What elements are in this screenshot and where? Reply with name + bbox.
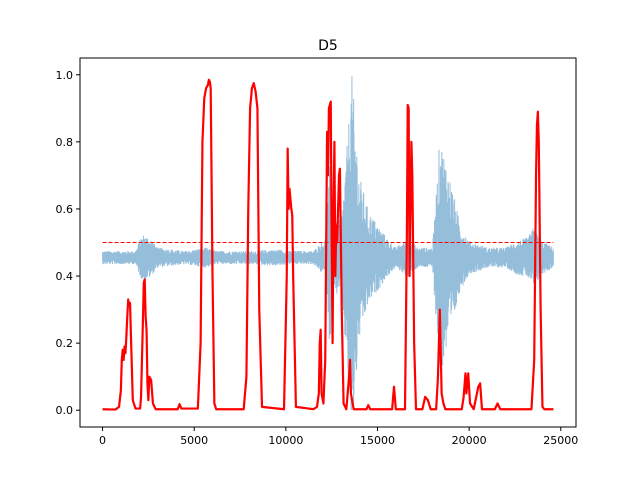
probability-line (102, 78, 554, 411)
chart-title: D5 (318, 38, 338, 54)
x-tick-label: 10000 (268, 434, 303, 447)
signal-series (102, 76, 554, 410)
x-tick-label: 20000 (452, 434, 487, 447)
plot-area (102, 76, 554, 411)
y-tick-label: 0.0 (56, 404, 74, 417)
probability-series (102, 78, 554, 411)
x-tick-label: 15000 (360, 434, 395, 447)
y-tick-label: 0.4 (56, 270, 74, 283)
y-tick-label: 1.0 (56, 69, 74, 82)
y-tick-label: 0.8 (56, 136, 74, 149)
signal-line (102, 76, 554, 410)
y-tick-label: 0.2 (56, 337, 74, 350)
plot-frame (79, 57, 577, 428)
x-axis: 0 5000 10000 15000 20000 25000 (99, 427, 578, 447)
x-tick-label: 0 (99, 434, 106, 447)
x-tick-label: 5000 (180, 434, 208, 447)
y-axis: 0.0 0.2 0.4 0.6 0.8 1.0 (56, 69, 80, 417)
y-tick-label: 0.6 (56, 203, 74, 216)
x-tick-label: 25000 (543, 434, 578, 447)
